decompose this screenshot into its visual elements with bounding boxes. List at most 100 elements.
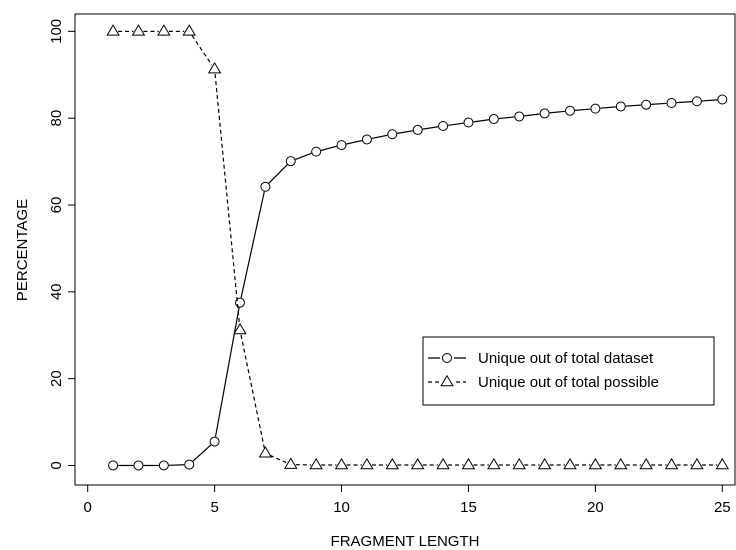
data-point [690, 457, 704, 470]
data-point [438, 120, 449, 131]
data-point [106, 24, 120, 36]
series-line-segment [214, 74, 241, 326]
series-2 [106, 24, 730, 470]
x-axis-ticks: 0 5 10 15 20 25 [84, 485, 731, 516]
data-point [258, 446, 273, 458]
series-line-segment [192, 444, 212, 462]
x-tick-label: 10 [333, 499, 350, 516]
series-line-segment [269, 454, 287, 464]
legend-marker-bg [440, 375, 454, 389]
x-tick-label: 25 [714, 499, 731, 516]
x-tick-label: 0 [84, 499, 92, 516]
series-line-segment [168, 464, 185, 466]
data-point [436, 457, 450, 470]
data-point [133, 460, 144, 471]
data-point [614, 457, 628, 470]
data-point [641, 99, 652, 110]
series-line-segment [240, 191, 265, 298]
data-point [284, 457, 298, 469]
data-point [361, 134, 372, 145]
data-point [412, 124, 423, 135]
legend-label: Unique out of total dataset [478, 350, 654, 367]
data-point [157, 24, 171, 36]
data-point [209, 436, 220, 447]
data-point [717, 94, 728, 105]
x-tick-label: 5 [210, 499, 218, 516]
series-line-segment [214, 307, 240, 437]
y-axis-ticks: 0 20 40 60 80 100 [48, 19, 75, 470]
data-point [207, 61, 222, 74]
data-point [184, 459, 195, 470]
data-point [311, 146, 322, 157]
series-layer [106, 24, 730, 471]
data-point [235, 297, 245, 308]
x-tick-label: 20 [587, 499, 604, 516]
plot-frame [74, 13, 736, 486]
data-point [615, 101, 626, 112]
data-point [108, 460, 119, 471]
y-tick-label: 80 [48, 110, 65, 127]
legend: Unique out of total dataset Unique out of… [422, 336, 715, 406]
x-axis-label: FRAGMENT LENGTH [331, 533, 480, 550]
legend-box [422, 336, 715, 406]
series-line-segment [676, 100, 692, 104]
y-axis-label: PERCENTAGE [14, 199, 31, 301]
series-line-segment [701, 99, 718, 102]
y-tick-label: 20 [48, 370, 65, 387]
data-point [260, 181, 271, 192]
series-line-segment [320, 145, 337, 151]
series-line-segment [600, 106, 616, 109]
series-line-segment [549, 110, 566, 114]
data-point [385, 457, 400, 470]
data-point [488, 114, 499, 125]
data-point [182, 24, 196, 36]
data-point [639, 457, 653, 470]
data-point [233, 322, 247, 335]
data-point [715, 457, 730, 470]
data-point [512, 457, 526, 470]
data-point [537, 457, 552, 470]
series-line-segment [240, 334, 265, 449]
data-point [691, 96, 702, 107]
data-point [410, 457, 425, 470]
series-line-segment [473, 119, 489, 123]
legend-entries: Unique out of total dataset Unique out of… [428, 350, 659, 391]
data-point [360, 457, 374, 470]
series-line-segment [346, 139, 363, 145]
x-tick-label: 15 [460, 499, 477, 516]
y-tick-label: 100 [48, 19, 65, 44]
series-line-segment [191, 35, 213, 66]
series-line-segment [524, 113, 540, 117]
series-line-segment [397, 130, 413, 134]
y-tick-label: 0 [48, 461, 65, 469]
series-line-segment [498, 116, 515, 120]
series-line-segment [651, 102, 667, 105]
data-point [590, 103, 601, 114]
data-point [334, 457, 349, 470]
series-line-segment [625, 104, 642, 107]
data-point [158, 460, 169, 471]
series-line-segment [295, 152, 312, 160]
data-point [309, 457, 323, 470]
y-tick-label: 40 [48, 283, 65, 300]
data-point [285, 156, 296, 167]
data-point [563, 457, 577, 470]
legend-marker [440, 374, 454, 387]
data-point [131, 24, 146, 36]
data-point [463, 117, 474, 128]
series-line-segment [422, 126, 439, 130]
data-point [539, 108, 550, 119]
data-point [336, 140, 347, 151]
series-line-segment [447, 122, 464, 126]
legend-label: Unique out of total possible [478, 374, 659, 391]
y-tick-label: 60 [48, 197, 65, 214]
data-point [666, 97, 677, 108]
data-point [487, 457, 501, 470]
data-point [565, 105, 575, 116]
data-point [588, 457, 603, 470]
series-line-segment [574, 108, 591, 111]
series-1 [108, 94, 728, 471]
data-point [387, 129, 398, 140]
series-line-segment [371, 134, 388, 140]
